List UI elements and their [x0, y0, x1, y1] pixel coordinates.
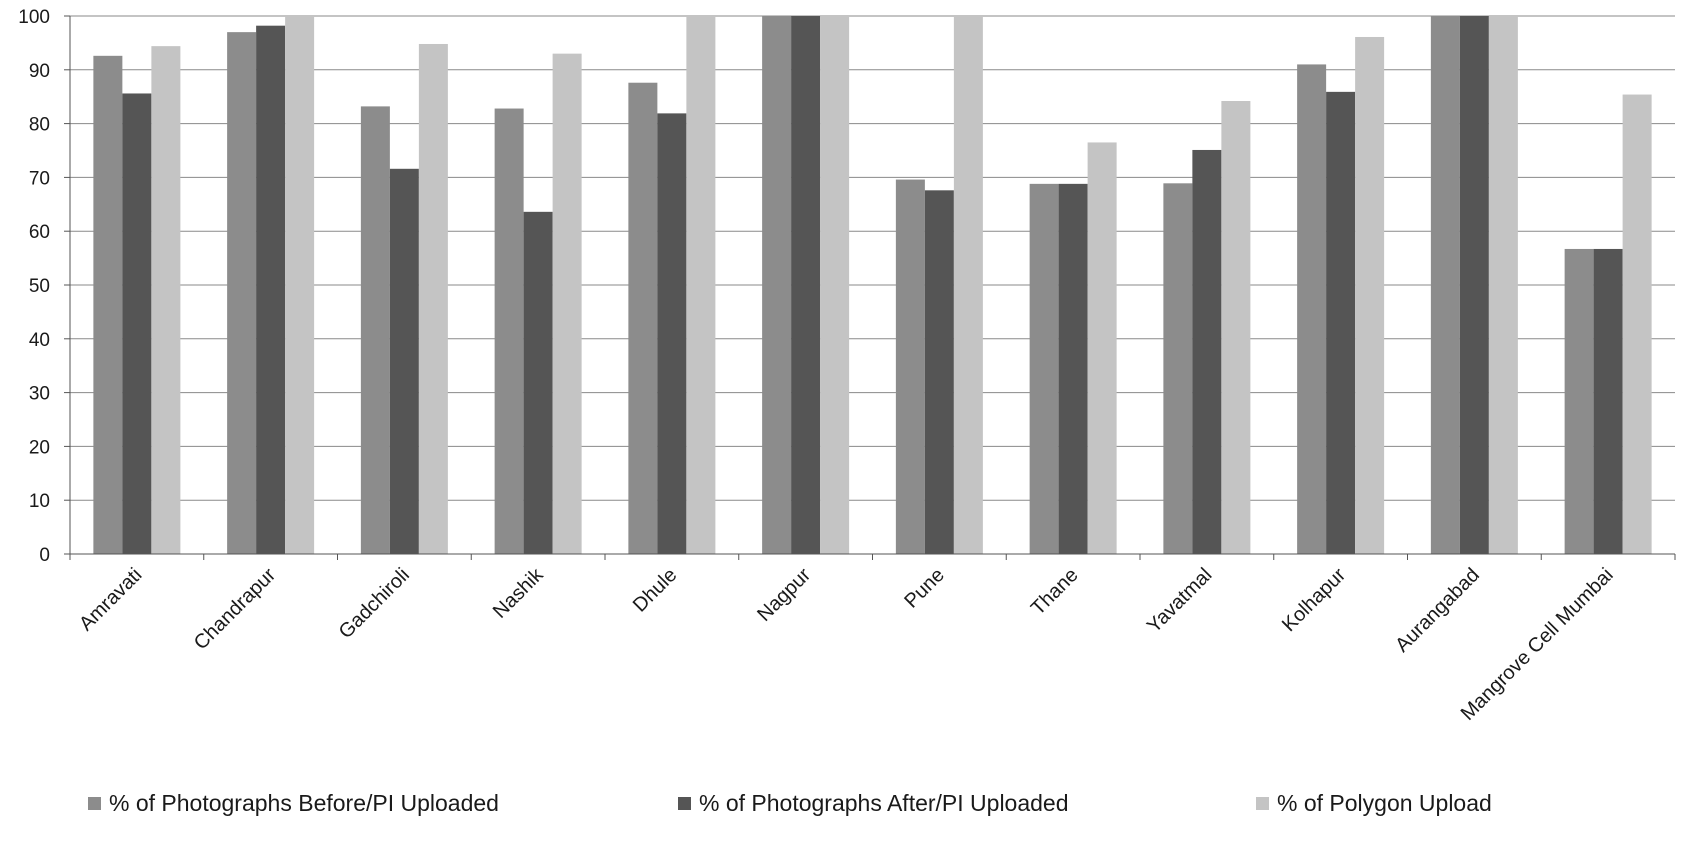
y-axis: 0 10 20 30 40 50 60 70 80 90 100: [18, 7, 71, 566]
x-tick-label: Gadchiroli: [335, 564, 414, 643]
bar-polygon: [285, 16, 315, 554]
y-tick-label: 70: [29, 168, 50, 189]
x-tick-label: Yavatmal: [1143, 564, 1216, 637]
x-tick-label: Chandrapur: [190, 564, 280, 654]
bar-polygon: [1087, 142, 1117, 554]
bar-after: [924, 190, 954, 554]
bar-after: [1459, 16, 1489, 554]
bar-before: [227, 32, 257, 554]
x-axis: Amravati Chandrapur Gadchiroli Nashik Dhule N…: [69, 553, 1676, 725]
bars: [93, 16, 1652, 555]
bar-after: [1192, 149, 1222, 554]
x-tick-label: Nagpur: [753, 564, 815, 626]
legend-label-after: % of Photographs After/PI Uploaded: [699, 790, 1069, 816]
bar-before: [93, 55, 123, 554]
x-tick-label: Pune: [900, 564, 949, 613]
legend-item-after: % of Photographs After/PI Uploaded: [678, 790, 1069, 817]
legend-swatch-polygon: [1256, 797, 1269, 810]
x-tick-label: Dhule: [629, 564, 682, 617]
legend-swatch-after: [678, 797, 691, 810]
y-tick-label: 100: [18, 7, 50, 28]
bar-before: [1029, 183, 1059, 554]
y-tick-label: 80: [29, 115, 50, 136]
bar-before: [895, 179, 925, 554]
y-tick-label: 50: [29, 276, 50, 297]
bar-polygon: [151, 46, 181, 555]
y-tick-label: 0: [39, 545, 50, 566]
bar-before: [1163, 183, 1193, 554]
bar-before: [494, 108, 524, 554]
bar-polygon: [418, 43, 448, 554]
bar-before: [628, 82, 658, 554]
bar-after: [657, 113, 687, 555]
y-tick-label: 90: [29, 61, 50, 82]
legend-item-polygon: % of Polygon Upload: [1256, 790, 1492, 817]
legend-swatch-before: [88, 797, 101, 810]
bar-polygon: [953, 16, 983, 554]
bar-after: [791, 16, 821, 554]
bar-polygon: [820, 16, 850, 554]
y-tick-label: 40: [29, 330, 50, 351]
legend-label-before: % of Photographs Before/PI Uploaded: [109, 790, 499, 816]
bar-after: [256, 25, 286, 554]
bar-after: [389, 168, 419, 555]
bar-after: [1593, 248, 1623, 555]
bar-polygon: [1622, 94, 1652, 554]
gridlines: [70, 15, 1675, 555]
bar-before: [360, 106, 390, 554]
bar-polygon: [1488, 16, 1518, 554]
x-tick-label: Nashik: [489, 563, 548, 622]
y-tick-label: 60: [29, 222, 50, 243]
bar-before: [1297, 64, 1327, 555]
x-tick-label: Thane: [1027, 564, 1083, 620]
y-tick-label: 30: [29, 384, 50, 405]
legend: % of Photographs Before/PI Uploaded % of…: [88, 790, 1648, 826]
y-tick-label: 10: [29, 491, 50, 512]
bar-polygon: [1355, 36, 1385, 555]
bar-after: [1058, 183, 1088, 554]
legend-item-before: % of Photographs Before/PI Uploaded: [88, 790, 499, 817]
bar-after: [122, 93, 152, 555]
bar-polygon: [552, 53, 582, 554]
bar-after: [523, 211, 553, 554]
x-tick-label: Kolhapur: [1278, 564, 1350, 636]
bar-polygon: [686, 16, 716, 554]
x-tick-label: Aurangabad: [1391, 564, 1484, 657]
y-tick-label: 20: [29, 437, 50, 458]
x-tick-label: Amravati: [75, 564, 146, 635]
bar-polygon: [1221, 101, 1251, 554]
legend-label-polygon: % of Polygon Upload: [1277, 790, 1492, 816]
bar-before: [1430, 16, 1460, 554]
bar-after: [1326, 91, 1356, 554]
x-tick-label: Mangrove Cell Mumbai: [1457, 564, 1618, 725]
bar-before: [762, 16, 792, 554]
bar-before: [1564, 248, 1594, 555]
